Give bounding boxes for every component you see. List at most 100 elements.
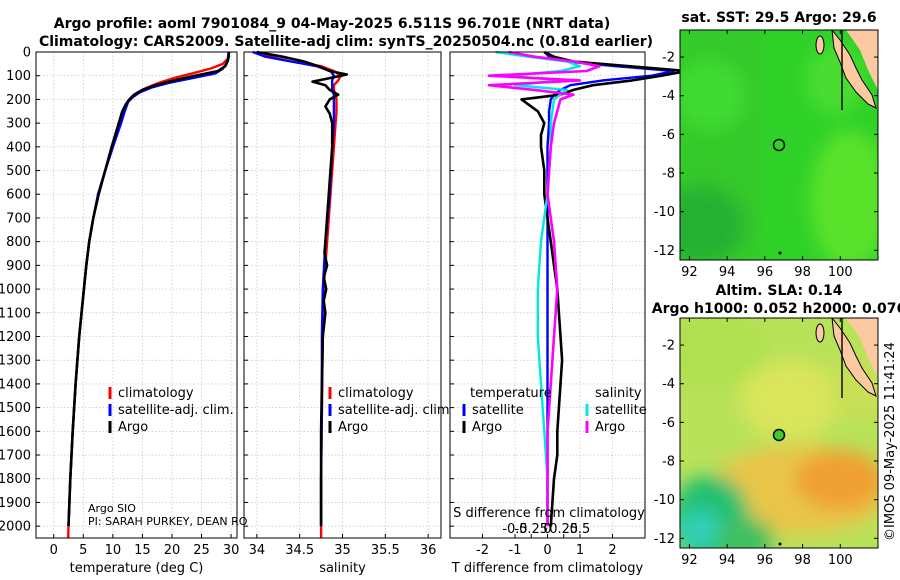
imos-watermark: ©IMOS 09-May-2025 11:41:24 [883, 342, 898, 541]
map-y-tick-label: -2 [662, 339, 675, 354]
figure-title-line-1: Argo profile: aoml 7901084_9 04-May-2025… [54, 16, 611, 32]
sla-map-float-marker [772, 428, 786, 442]
legend-entry: satellite-adj. clim. [118, 403, 234, 418]
sla-map-field [680, 318, 878, 548]
map-y-tick-label: -10 [654, 493, 675, 508]
x-axis-label: temperature (deg C) [70, 561, 204, 576]
secondary-x-tick-label: -0.5 [502, 522, 527, 537]
y-tick-label: 400 [6, 140, 31, 155]
y-tick-label: 900 [6, 259, 31, 274]
legend-entry: climatology [118, 386, 194, 401]
map-x-tick-label: 98 [794, 265, 811, 280]
legend-title-salinity: salinity [595, 386, 642, 401]
y-tick-label: 500 [6, 164, 31, 179]
sla-map-title-line-2: Argo h1000: 0.052 h2000: 0.076 [652, 301, 900, 317]
x-tick-label: 35 [334, 543, 351, 558]
x-tick-label: 5 [79, 543, 87, 558]
legend-entry: Argo [472, 420, 502, 435]
legend-entry: satellite [472, 403, 524, 418]
x-tick-label: 20 [164, 543, 181, 558]
x-tick-label: -2 [476, 543, 489, 558]
map-x-tick-label: 92 [681, 553, 698, 568]
map-y-tick-label: -12 [654, 244, 675, 259]
y-tick-label: 600 [6, 188, 31, 203]
x-tick-label: 2 [608, 543, 616, 558]
secondary-x-tick-label: 0 [543, 522, 551, 537]
secondary-x-tick-label: 0.5 [570, 522, 591, 537]
figure-title-line-2: Climatology: CARS2009. Satellite-adj cli… [39, 34, 653, 50]
sla-map-title-line-1: Altim. SLA: 0.14 [715, 283, 842, 299]
sst-map-float-marker [772, 138, 786, 152]
x-tick-label: 30 [223, 543, 240, 558]
salinity-profile-panel: 34 34.5 35 35.5 36 salinity climatology satelli… [243, 50, 454, 576]
x-tick-label: 0 [50, 543, 58, 558]
legend-entry: satellite [595, 403, 647, 418]
y-tick-label: 700 [6, 211, 31, 226]
temperature-profile-panel: 0 5 10 15 20 25 300100200300400500600700800900… [0, 46, 239, 577]
y-tick-label: 1300 [0, 354, 31, 369]
map-x-tick-label: 94 [719, 553, 736, 568]
sst-map-title: sat. SST: 29.5 Argo: 29.6 [681, 10, 876, 26]
sst-map-panel: sat. SST: 29.5 Argo: 29.6 92 94 96 98 100 -2 -… [654, 10, 879, 280]
x-tick-label: 36 [420, 543, 437, 558]
x-axis-label: T difference from climatology [451, 561, 644, 576]
series-line-argo [67, 52, 230, 527]
map-y-tick-label: -6 [662, 416, 675, 431]
x-tick-label: 15 [134, 543, 151, 558]
secondary-x-tick-label: -0.25 [514, 522, 548, 537]
legend-entry: Argo [595, 420, 625, 435]
sla-map-panel: Altim. SLA: 0.14 Argo h1000: 0.052 h2000… [652, 283, 900, 568]
map-x-tick-label: 96 [757, 265, 774, 280]
map-y-tick-label: -8 [662, 455, 675, 470]
map-y-tick-label: -10 [654, 205, 675, 220]
legend-entry: climatology [338, 386, 414, 401]
x-tick-label: -1 [509, 543, 522, 558]
y-tick-label: 1800 [0, 472, 31, 487]
map-y-tick-label: -2 [662, 51, 675, 66]
y-tick-label: 1700 [0, 449, 31, 464]
x-tick-label: 1 [576, 543, 584, 558]
series-line-salinity-satellite [495, 50, 582, 527]
secondary-x-tick-label: 0.25 [549, 522, 578, 537]
map-x-tick-label: 100 [828, 553, 853, 568]
legend-entry: Argo [338, 420, 368, 435]
map-y-tick-label: -8 [662, 167, 675, 182]
x-axis-label: salinity [319, 561, 366, 576]
map-y-tick-label: -12 [654, 532, 675, 547]
legend-entry: Argo [118, 420, 148, 435]
x-tick-label: 34 [249, 543, 266, 558]
map-x-tick-label: 92 [681, 265, 698, 280]
map-x-tick-label: 94 [719, 265, 736, 280]
map-y-tick-label: -4 [662, 89, 675, 104]
y-tick-label: 1500 [0, 401, 31, 416]
y-tick-label: 300 [6, 117, 31, 132]
y-tick-label: 1100 [0, 306, 31, 321]
secondary-x-axis-label: S difference from climatology [453, 506, 645, 521]
y-tick-label: 1200 [0, 330, 31, 345]
map-x-tick-label: 96 [757, 553, 774, 568]
series-line-argo [256, 50, 349, 527]
y-tick-label: 1900 [0, 496, 31, 511]
legend-entry: satellite-adj. clim. [338, 403, 454, 418]
y-tick-label: 1600 [0, 425, 31, 440]
sst-map-field [680, 30, 878, 260]
map-x-tick-label: 98 [794, 553, 811, 568]
difference-profile-panel: -2 -1 0 1 2T difference from climatologytemp… [449, 50, 689, 576]
series-line-temperature-argo [520, 50, 689, 527]
map-y-tick-label: -6 [662, 128, 675, 143]
y-tick-label: 100 [6, 69, 31, 84]
x-tick-label: 35.5 [371, 543, 400, 558]
map-x-tick-label: 100 [828, 265, 853, 280]
float-info-line-1: Argo SIO [88, 502, 136, 515]
legend-title-temperature: temperature [470, 386, 552, 401]
map-y-tick-label: -4 [662, 377, 675, 392]
y-tick-label: 800 [6, 235, 31, 250]
x-tick-label: 25 [193, 543, 210, 558]
y-tick-label: 0 [23, 46, 31, 61]
x-tick-label: 0 [543, 543, 551, 558]
float-info-line-2: PI: SARAH PURKEY, DEAN RO [88, 515, 248, 528]
y-tick-label: 200 [6, 93, 31, 108]
x-tick-label: 34.5 [285, 543, 314, 558]
y-tick-label: 1400 [0, 377, 31, 392]
